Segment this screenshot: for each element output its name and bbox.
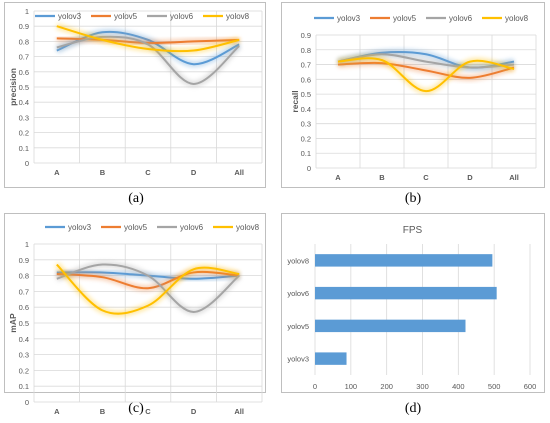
y-tick-label: 0.4	[301, 105, 311, 114]
legend-label: yolov3	[58, 12, 82, 21]
chart-panel-map: 0 0.1 0.2 0.3 0.4 0.5 0.6 0.7 0.8 0.9 1 A B C D All mAP y…	[4, 213, 266, 416]
y-tick-label: 0.3	[19, 351, 29, 360]
legend-label: yolov5	[393, 14, 417, 23]
y-tick-label: 0.9	[301, 31, 311, 40]
fps-chart: FPS 0 100 200 300 400 500 600 yolov3 yolov5 yolov6…	[287, 225, 537, 391]
y-tick-label: 0.2	[19, 366, 29, 375]
legend-label: yolov6	[180, 223, 204, 232]
chart-panel-precision: 0 0.1 0.2 0.3 0.4 0.5 0.6 0.7 0.8 0.9 1 A B C D All prec…	[4, 2, 266, 188]
y-tick-label: yolov8	[287, 256, 309, 265]
x-tick-label: C	[423, 173, 429, 182]
x-tick-label: 100	[345, 382, 358, 391]
y-tick-label: 0	[25, 159, 29, 168]
bar	[315, 319, 466, 333]
y-tick-label: 0.8	[19, 37, 29, 46]
recall-chart: 0 0.1 0.2 0.3 0.4 0.5 0.6 0.7 0.8 0.9 A B C D All recal…	[290, 14, 537, 182]
series-line	[56, 263, 240, 313]
x-tick-label: All	[234, 407, 244, 416]
y-tick-label: 0.3	[19, 113, 29, 122]
x-tick-label: 500	[488, 382, 501, 391]
series-line	[337, 61, 515, 79]
y-tick-label: yolov6	[287, 289, 309, 298]
y-tick-label: 0.6	[19, 303, 29, 312]
x-tick-label: B	[379, 173, 385, 182]
y-axis-label: recall	[290, 90, 300, 112]
x-tick-label: 400	[452, 382, 465, 391]
bar	[315, 286, 497, 300]
y-tick-label: 0	[25, 398, 29, 407]
y-tick-label: 0.7	[19, 53, 29, 62]
x-tick-label: 0	[313, 382, 317, 391]
y-tick-label: 0.5	[19, 319, 29, 328]
chart-panel-fps: FPS 0 100 200 300 400 500 600 yolov3 yolov5 yolov6…	[281, 213, 545, 393]
x-tick-label: B	[100, 168, 106, 177]
x-tick-label: D	[467, 173, 473, 182]
x-tick-label: A	[54, 407, 60, 416]
legend-label: yolov5	[124, 223, 148, 232]
chart-title: FPS	[403, 225, 423, 236]
y-tick-label: yolov3	[287, 355, 309, 364]
y-tick-label: 1	[25, 7, 29, 16]
y-axis-label: mAP	[8, 313, 18, 333]
x-tick-label: D	[191, 168, 197, 177]
x-tick-label: B	[100, 407, 106, 416]
legend-label: yolov6	[449, 14, 473, 23]
y-tick-label: 0	[307, 164, 311, 173]
legend-label: yolov8	[236, 223, 260, 232]
y-tick-label: 0.7	[301, 61, 311, 70]
caption-a: (a)	[128, 191, 144, 206]
series-line	[337, 57, 515, 93]
y-tick-label: yolov5	[287, 322, 309, 331]
y-tick-label: 0.6	[301, 75, 311, 84]
y-tick-label: 1	[25, 240, 29, 249]
precision-chart: 0 0.1 0.2 0.3 0.4 0.5 0.6 0.7 0.8 0.9 1 A B C D All prec…	[8, 7, 263, 177]
map-chart: 0 0.1 0.2 0.3 0.4 0.5 0.6 0.7 0.8 0.9 1 A B C D All mAP y…	[8, 223, 263, 416]
x-tick-label: All	[509, 173, 519, 182]
series-line	[56, 270, 240, 290]
y-tick-label: 0.5	[301, 90, 311, 99]
chart-panel-recall: 0 0.1 0.2 0.3 0.4 0.5 0.6 0.7 0.8 0.9 A B C D All recal…	[281, 2, 545, 188]
y-tick-label: 0.6	[19, 68, 29, 77]
y-tick-label: 0.2	[301, 134, 311, 143]
series-line	[56, 263, 240, 315]
caption-b: (b)	[404, 191, 422, 206]
x-tick-label: All	[234, 168, 244, 177]
legend-label: yolov8	[226, 12, 250, 21]
caption-c: (c)	[128, 401, 144, 416]
x-tick-label: 200	[380, 382, 393, 391]
y-tick-label: 0.1	[19, 144, 29, 153]
y-tick-label: 0.7	[19, 287, 29, 296]
legend-label: yolov3	[68, 223, 92, 232]
x-tick-label: 300	[416, 382, 429, 391]
x-tick-label: D	[191, 407, 197, 416]
y-tick-label: 0.1	[301, 149, 311, 158]
y-tick-label: 0.4	[19, 335, 29, 344]
y-tick-label: 0.3	[301, 120, 311, 129]
y-tick-label: 0.9	[19, 256, 29, 265]
legend-label: yolov8	[505, 14, 529, 23]
legend-label: yolov5	[114, 12, 138, 21]
bar	[315, 254, 493, 267]
x-tick-label: C	[145, 407, 151, 416]
y-tick-label: 0.8	[301, 46, 311, 55]
y-tick-label: 0.5	[19, 83, 29, 92]
legend-label: yolov3	[337, 14, 361, 23]
y-tick-label: 0.4	[19, 98, 29, 107]
legend-label: yolov6	[170, 12, 194, 21]
caption-d: (d)	[404, 401, 422, 416]
y-tick-label: 0.9	[19, 22, 29, 31]
y-axis-label: precision	[8, 68, 18, 106]
bar	[315, 352, 347, 365]
y-tick-label: 0.8	[19, 272, 29, 281]
x-tick-label: 600	[524, 382, 537, 391]
x-tick-label: A	[54, 168, 60, 177]
x-tick-label: C	[145, 168, 151, 177]
y-tick-label: 0.2	[19, 129, 29, 138]
x-tick-label: A	[335, 173, 341, 182]
series-line	[56, 25, 240, 53]
y-tick-label: 0.1	[19, 382, 29, 391]
